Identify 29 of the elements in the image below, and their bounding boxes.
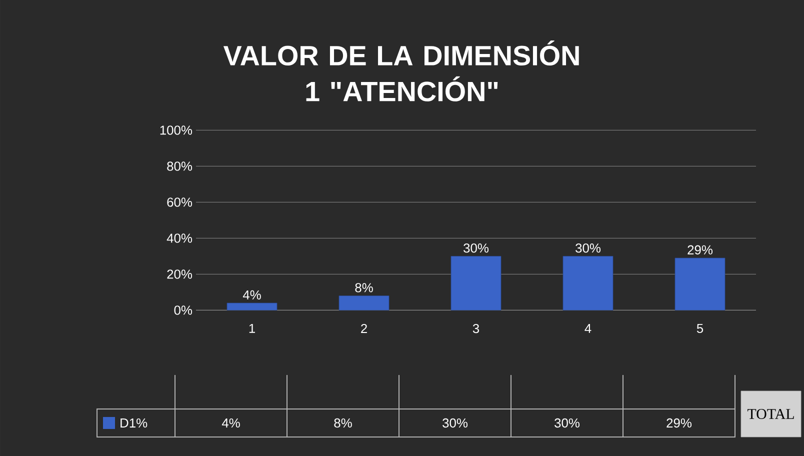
text: 30% xyxy=(464,243,489,253)
x-tick-label: 2 xyxy=(361,324,367,333)
y-tick-label: 80% xyxy=(167,162,192,171)
data-label: 8% xyxy=(334,418,352,428)
text: 8% xyxy=(355,283,373,292)
data-label: 30% xyxy=(442,418,468,428)
chart-title: VALOR DE LA DIMENSIÓN 1 "ATENCIÓN" xyxy=(223,40,579,102)
y-tick-label: 20% xyxy=(167,270,192,279)
text: 30% xyxy=(576,243,601,253)
y-tick-label: 60% xyxy=(167,198,192,207)
legend-label: D1% xyxy=(120,418,148,428)
y-tick-label: 100% xyxy=(160,126,192,135)
bar xyxy=(674,258,726,310)
text: 29% xyxy=(688,245,713,254)
bar xyxy=(450,256,502,310)
y-tick-label: 0% xyxy=(174,306,192,315)
x-tick-label: 3 xyxy=(472,324,480,334)
data-label: 29% xyxy=(666,418,692,428)
text: TOTAL xyxy=(748,408,794,419)
bar xyxy=(226,302,278,310)
text: 4% xyxy=(242,290,261,300)
x-tick-label: 5 xyxy=(696,324,704,333)
bar xyxy=(562,256,614,310)
bar xyxy=(338,296,390,310)
data-label: 30% xyxy=(554,418,580,428)
y-tick-label: 40% xyxy=(166,234,192,243)
data-label: 4% xyxy=(222,418,240,428)
x-tick-label: 1 xyxy=(249,324,255,333)
x-tick-label: 4 xyxy=(584,324,592,333)
